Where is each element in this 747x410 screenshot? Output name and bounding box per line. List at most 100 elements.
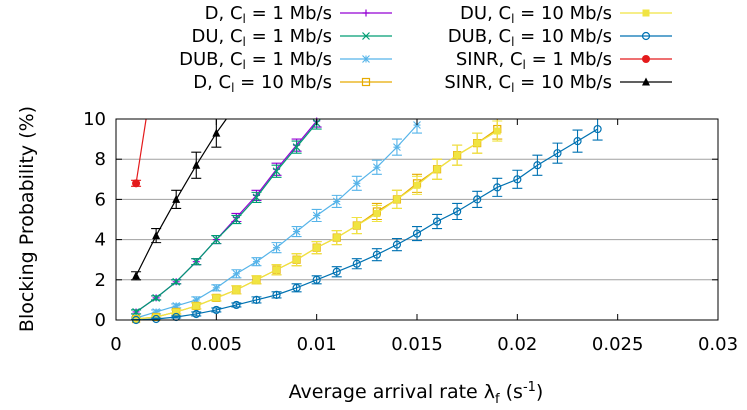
series-1	[131, 118, 322, 316]
series-7	[131, 118, 227, 281]
circle-marker	[332, 267, 341, 276]
filled-box-marker	[152, 313, 160, 321]
filled-box-marker	[192, 302, 200, 310]
circle-marker	[392, 240, 402, 249]
circle-marker	[553, 149, 562, 158]
filled-box-marker	[453, 151, 461, 159]
filled-box-marker	[413, 181, 421, 189]
filled-box-marker	[493, 127, 501, 135]
y-tick-label: 6	[95, 189, 106, 210]
filled-box-marker	[353, 222, 361, 230]
circle-marker	[312, 275, 321, 284]
legend-label: DU, Cl = 1 Mb/s	[192, 26, 333, 49]
circle-marker	[152, 314, 161, 324]
box-marker	[361, 77, 371, 87]
error-bar	[472, 190, 483, 208]
legend-label: D, Cl = 10 Mb/s	[193, 72, 332, 95]
circle-marker	[593, 124, 602, 134]
circle-marker	[432, 217, 442, 226]
plus-marker	[362, 9, 370, 17]
triangle-marker	[192, 160, 201, 169]
filled-box-marker	[642, 9, 650, 17]
cross-marker	[172, 277, 181, 286]
star-marker	[172, 302, 181, 310]
star-marker	[362, 55, 370, 63]
filled-box-marker	[232, 286, 240, 294]
star-marker	[332, 197, 341, 206]
cross-marker	[252, 193, 261, 202]
legend-entry-6: SINR, Cl = 1 Mb/s	[456, 49, 672, 72]
cross-marker	[192, 257, 201, 266]
axis-ticks: 0 2 4 6 8 10 0 0.005 0.01 0.015 0.02 0.025 0.03	[83, 109, 738, 355]
circle-marker	[533, 161, 542, 170]
error-bar	[552, 142, 563, 164]
legend-label: DU, Cl = 10 Mb/s	[460, 3, 612, 26]
legend-entry-1: DU, Cl = 1 Mb/s	[192, 26, 392, 49]
cross-marker	[132, 308, 140, 316]
x-tick-label: 0.015	[391, 334, 443, 355]
star-marker	[413, 121, 421, 129]
filled-box-marker	[273, 266, 281, 274]
filled-box-marker	[333, 234, 341, 242]
y-tick-label: 2	[95, 270, 106, 291]
circle-marker	[232, 300, 241, 310]
filled-box-marker	[433, 165, 441, 173]
cross-marker	[362, 32, 370, 40]
filled-box-marker	[172, 308, 180, 316]
circle-marker	[573, 137, 582, 146]
y-tick-label: 4	[95, 230, 106, 251]
circle-marker	[372, 250, 381, 259]
x-tick-label: 0.03	[698, 334, 738, 355]
y-axis-label: Blocking Probability (%)	[16, 106, 38, 332]
triangle-marker	[152, 231, 161, 240]
filled-box-marker	[313, 244, 321, 252]
filled-box-marker	[373, 209, 381, 217]
circle-marker	[352, 259, 361, 268]
triangle-marker	[172, 194, 181, 203]
filled-box-marker	[473, 139, 481, 147]
cross-marker	[152, 293, 161, 302]
star-marker	[272, 243, 281, 252]
series-line	[136, 128, 498, 320]
y-tick-label: 10	[83, 109, 106, 130]
filled-box-marker	[252, 276, 260, 284]
series-6	[131, 118, 147, 188]
x-tick-label: 0.01	[297, 334, 337, 355]
legend-label: SINR, Cl = 1 Mb/s	[456, 49, 612, 72]
x-tick-label: 0.02	[497, 334, 537, 355]
legend-entry-0: D, Cl = 1 Mb/s	[205, 3, 392, 26]
star-marker	[352, 179, 361, 188]
series-line	[136, 128, 598, 321]
filled-circle-marker	[132, 179, 141, 188]
error-bar	[572, 129, 583, 153]
legend-label: DUB, Cl = 1 Mb/s	[179, 49, 332, 72]
cross-marker	[272, 167, 281, 176]
circle-marker	[493, 183, 502, 192]
circle-marker	[473, 195, 482, 204]
legend-entry-4: DU, Cl = 10 Mb/s	[460, 3, 672, 26]
cross-marker	[292, 143, 301, 152]
series-line	[135, 118, 147, 184]
filled-box-marker	[212, 294, 220, 302]
circle-marker	[252, 295, 261, 304]
legend-label: SINR, Cl = 10 Mb/s	[444, 72, 612, 95]
x-axis-label: Average arrival rate λf (s-1)	[289, 380, 544, 407]
error-bar	[492, 177, 503, 197]
legend-entry-5: DUB, Cl = 10 Mb/s	[448, 26, 672, 49]
error-bar	[512, 169, 523, 189]
star-marker	[192, 296, 201, 304]
star-marker	[372, 163, 381, 172]
star-marker	[312, 211, 321, 220]
legend-entry-7: SINR, Cl = 10 Mb/s	[444, 72, 672, 95]
series-5	[131, 118, 603, 325]
star-marker	[393, 143, 401, 152]
triangle-marker	[132, 271, 141, 280]
star-marker	[232, 269, 241, 278]
series-2	[131, 118, 422, 322]
circle-marker	[412, 229, 422, 238]
error-bar	[432, 213, 443, 230]
filled-box-marker	[293, 256, 301, 264]
error-bar	[452, 202, 463, 221]
